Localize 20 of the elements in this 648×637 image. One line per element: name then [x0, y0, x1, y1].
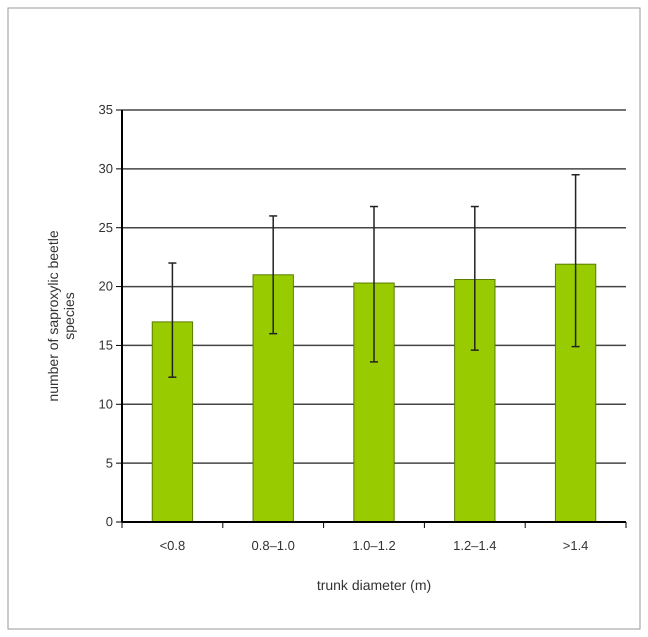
x-tick-label: <0.8 [160, 538, 186, 553]
y-tick-label: 20 [98, 278, 113, 294]
x-tick-label: 1.0–1.2 [352, 538, 396, 553]
x-tick-label: >1.4 [562, 538, 588, 553]
y-tick-label: 15 [98, 338, 113, 353]
y-tick-label: 0 [106, 514, 113, 530]
x-tick-label: 1.2–1.4 [453, 538, 496, 553]
y-tick-label: 10 [98, 396, 113, 412]
bar [353, 282, 395, 522]
y-tick-label: 30 [98, 161, 113, 176]
y-tick-label: 25 [98, 220, 113, 235]
x-axis-title: trunk diameter (m) [316, 577, 432, 593]
x-tick-label: 0.8–1.0 [252, 538, 295, 553]
bar [454, 279, 496, 522]
bar [152, 321, 194, 522]
y-tick-label: 35 [98, 102, 113, 118]
bar [554, 264, 596, 522]
bar [252, 274, 294, 522]
y-tick-label: 5 [106, 455, 113, 470]
y-axis-title: number of saproxylic beetle species [45, 230, 78, 402]
